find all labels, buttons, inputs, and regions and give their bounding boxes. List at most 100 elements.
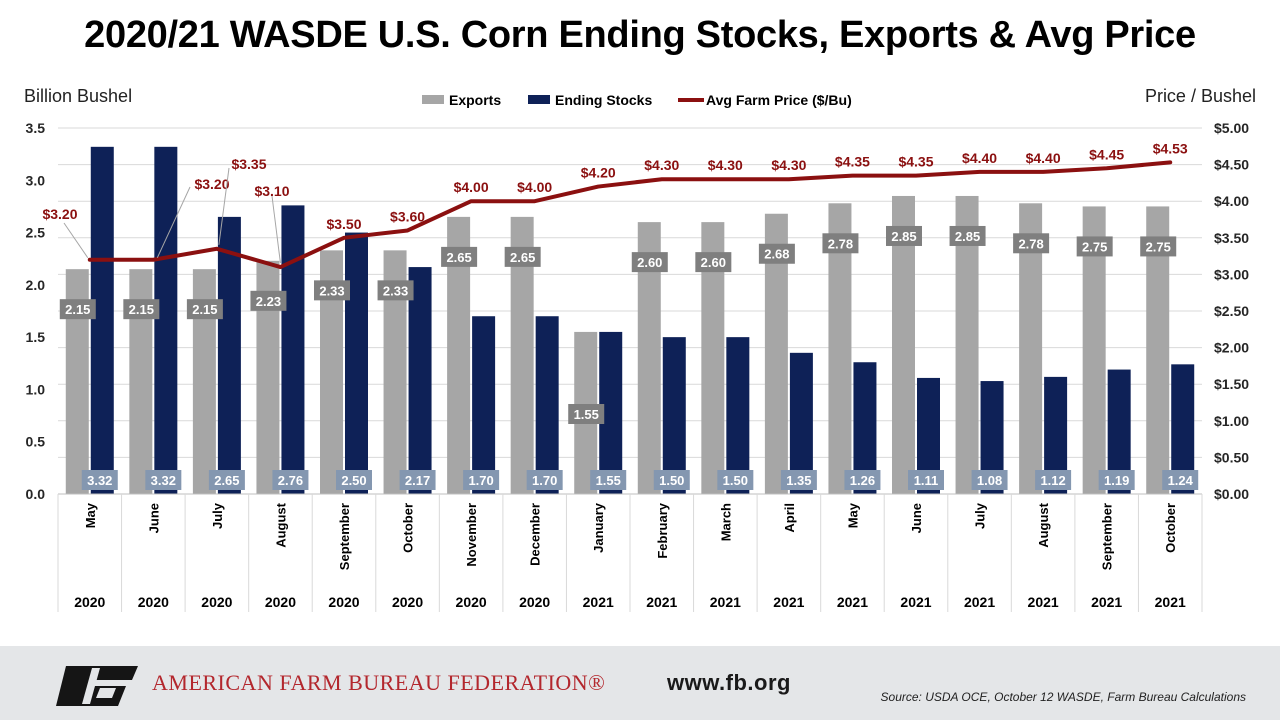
ending-stocks-bar bbox=[217, 216, 241, 494]
y2-axis-tick-label: $5.00 bbox=[1214, 120, 1249, 136]
x-axis-category-label: June bbox=[909, 503, 924, 533]
legend-swatch bbox=[528, 95, 550, 104]
x-axis-category-label: October bbox=[401, 503, 416, 553]
stocks-label-box bbox=[844, 470, 881, 490]
farm-bureau-logo-icon bbox=[56, 666, 138, 706]
avg-farm-price-data-label: $3.20 bbox=[194, 176, 229, 192]
avg-farm-price-data-label: $3.10 bbox=[254, 183, 289, 199]
y-axis-tick-label: 2.0 bbox=[26, 277, 46, 293]
avg-farm-price-data-label: $3.50 bbox=[326, 216, 361, 232]
x-axis-category-label: September bbox=[1100, 503, 1115, 570]
price-leader-line bbox=[63, 222, 89, 259]
x-axis-category-label: July bbox=[973, 502, 988, 529]
ending-stocks-data-label: 1.70 bbox=[532, 473, 557, 488]
exports-label-box bbox=[1140, 236, 1177, 257]
exports-data-label: 1.55 bbox=[574, 407, 599, 422]
stocks-label-box bbox=[590, 470, 627, 490]
avg-farm-price-data-label: $3.20 bbox=[42, 206, 77, 222]
exports-bar bbox=[1082, 206, 1106, 494]
y2-axis-tick-label: $0.50 bbox=[1214, 449, 1249, 465]
ending-stocks-data-label: 1.19 bbox=[1104, 473, 1129, 488]
avg-farm-price-data-label: $4.45 bbox=[1089, 146, 1124, 162]
exports-data-label: 2.65 bbox=[510, 250, 535, 265]
stocks-label-box bbox=[81, 470, 118, 490]
exports-bar bbox=[1019, 203, 1043, 494]
stocks-label-box bbox=[526, 470, 563, 490]
exports-data-label: 2.78 bbox=[1018, 236, 1043, 251]
exports-bar bbox=[1146, 206, 1170, 494]
exports-data-label: 2.60 bbox=[637, 255, 662, 270]
avg-farm-price-data-label: $4.00 bbox=[517, 179, 552, 195]
exports-data-label: 2.75 bbox=[1082, 239, 1107, 254]
stocks-label-box bbox=[717, 470, 754, 490]
exports-label-box bbox=[59, 299, 96, 320]
ending-stocks-bar bbox=[1044, 376, 1068, 494]
website-link[interactable]: www.fb.org bbox=[667, 670, 791, 695]
x-axis-year-label: 2021 bbox=[646, 594, 677, 610]
x-axis-category-label: August bbox=[273, 502, 288, 547]
x-axis-year-label: 2020 bbox=[265, 594, 296, 610]
y2-axis-tick-label: $0.00 bbox=[1214, 486, 1249, 502]
x-axis-category-label: March bbox=[718, 503, 733, 541]
exports-bar bbox=[510, 216, 534, 494]
exports-bar bbox=[892, 195, 915, 494]
price-leader-line bbox=[218, 167, 230, 245]
exports-bar bbox=[383, 250, 407, 494]
x-axis-year-label: 2021 bbox=[837, 594, 868, 610]
exports-bar bbox=[192, 269, 216, 494]
avg-farm-price-data-label: $3.60 bbox=[390, 208, 425, 224]
exports-label-box bbox=[1076, 236, 1113, 257]
x-axis-year-label: 2021 bbox=[773, 594, 804, 610]
exports-data-label: 2.78 bbox=[828, 236, 853, 251]
ending-stocks-bar bbox=[789, 352, 813, 494]
x-axis-year-label: 2021 bbox=[1091, 594, 1122, 610]
avg-farm-price-data-label: $4.35 bbox=[898, 154, 933, 170]
exports-bar bbox=[320, 250, 343, 494]
stocks-label-box bbox=[399, 470, 436, 490]
avg-farm-price-line bbox=[87, 160, 1173, 270]
exports-bar bbox=[129, 269, 153, 494]
stocks-label-box bbox=[145, 470, 182, 490]
avg-farm-price-data-label: $4.53 bbox=[1153, 140, 1188, 156]
exports-label-box bbox=[886, 225, 922, 246]
stocks-label-box bbox=[1035, 470, 1072, 490]
exports-bar bbox=[637, 222, 661, 494]
combo-chart: 0.0 0.5 1.0 1.5 2.0 2.5 3.0 3.5 $0.00 $0.50 $1.00 $… bbox=[26, 92, 1249, 612]
avg-farm-price-data-label: $4.35 bbox=[835, 154, 870, 170]
ending-stocks-bar bbox=[1107, 369, 1131, 494]
avg-farm-price-data-label: $4.40 bbox=[962, 150, 997, 166]
exports-data-label: 2.75 bbox=[1146, 239, 1171, 254]
y-axis-tick-label: 0.0 bbox=[26, 486, 46, 502]
x-axis-category-label: February bbox=[655, 502, 670, 558]
x-axis-year-label: 2021 bbox=[900, 594, 931, 610]
y-axis-tick-label: 3.0 bbox=[26, 172, 46, 188]
ending-stocks-bar bbox=[90, 146, 114, 494]
organization-name: AMERICAN FARM BUREAU FEDERATION® bbox=[152, 670, 606, 695]
y2-axis-tick-label: $1.50 bbox=[1214, 376, 1249, 392]
x-axis-category-label: December bbox=[528, 503, 543, 566]
ending-stocks-bar bbox=[917, 377, 940, 494]
footer: AMERICAN FARM BUREAU FEDERATION® www.fb.… bbox=[0, 646, 1280, 720]
exports-label-box bbox=[123, 299, 160, 320]
avg-farm-price-data-label: $4.00 bbox=[454, 179, 489, 195]
ending-stocks-data-label: 1.70 bbox=[468, 473, 493, 488]
exports-data-label: 2.15 bbox=[129, 302, 154, 317]
exports-data-label: 2.65 bbox=[446, 250, 471, 265]
x-axis-category-label: July bbox=[210, 502, 225, 529]
legend-label: Ending Stocks bbox=[555, 92, 652, 108]
ending-stocks-bar bbox=[535, 316, 559, 494]
x-axis-category-label: November bbox=[464, 503, 479, 567]
ending-stocks-bar bbox=[472, 316, 496, 494]
exports-label-box bbox=[504, 246, 541, 267]
exports-label-box bbox=[314, 280, 350, 301]
y2-axis-tick-label: $3.50 bbox=[1214, 230, 1249, 246]
ending-stocks-data-label: 1.08 bbox=[977, 473, 1002, 488]
legend-swatch bbox=[422, 95, 444, 104]
x-axis-category-label: January bbox=[591, 502, 606, 553]
exports-data-label: 2.33 bbox=[383, 283, 408, 298]
exports-label-box bbox=[441, 246, 478, 267]
exports-data-label: 2.15 bbox=[65, 302, 90, 317]
legend-label: Exports bbox=[449, 92, 501, 108]
y2-axis-tick-label: $2.00 bbox=[1214, 340, 1249, 356]
ending-stocks-data-label: 2.17 bbox=[405, 473, 430, 488]
